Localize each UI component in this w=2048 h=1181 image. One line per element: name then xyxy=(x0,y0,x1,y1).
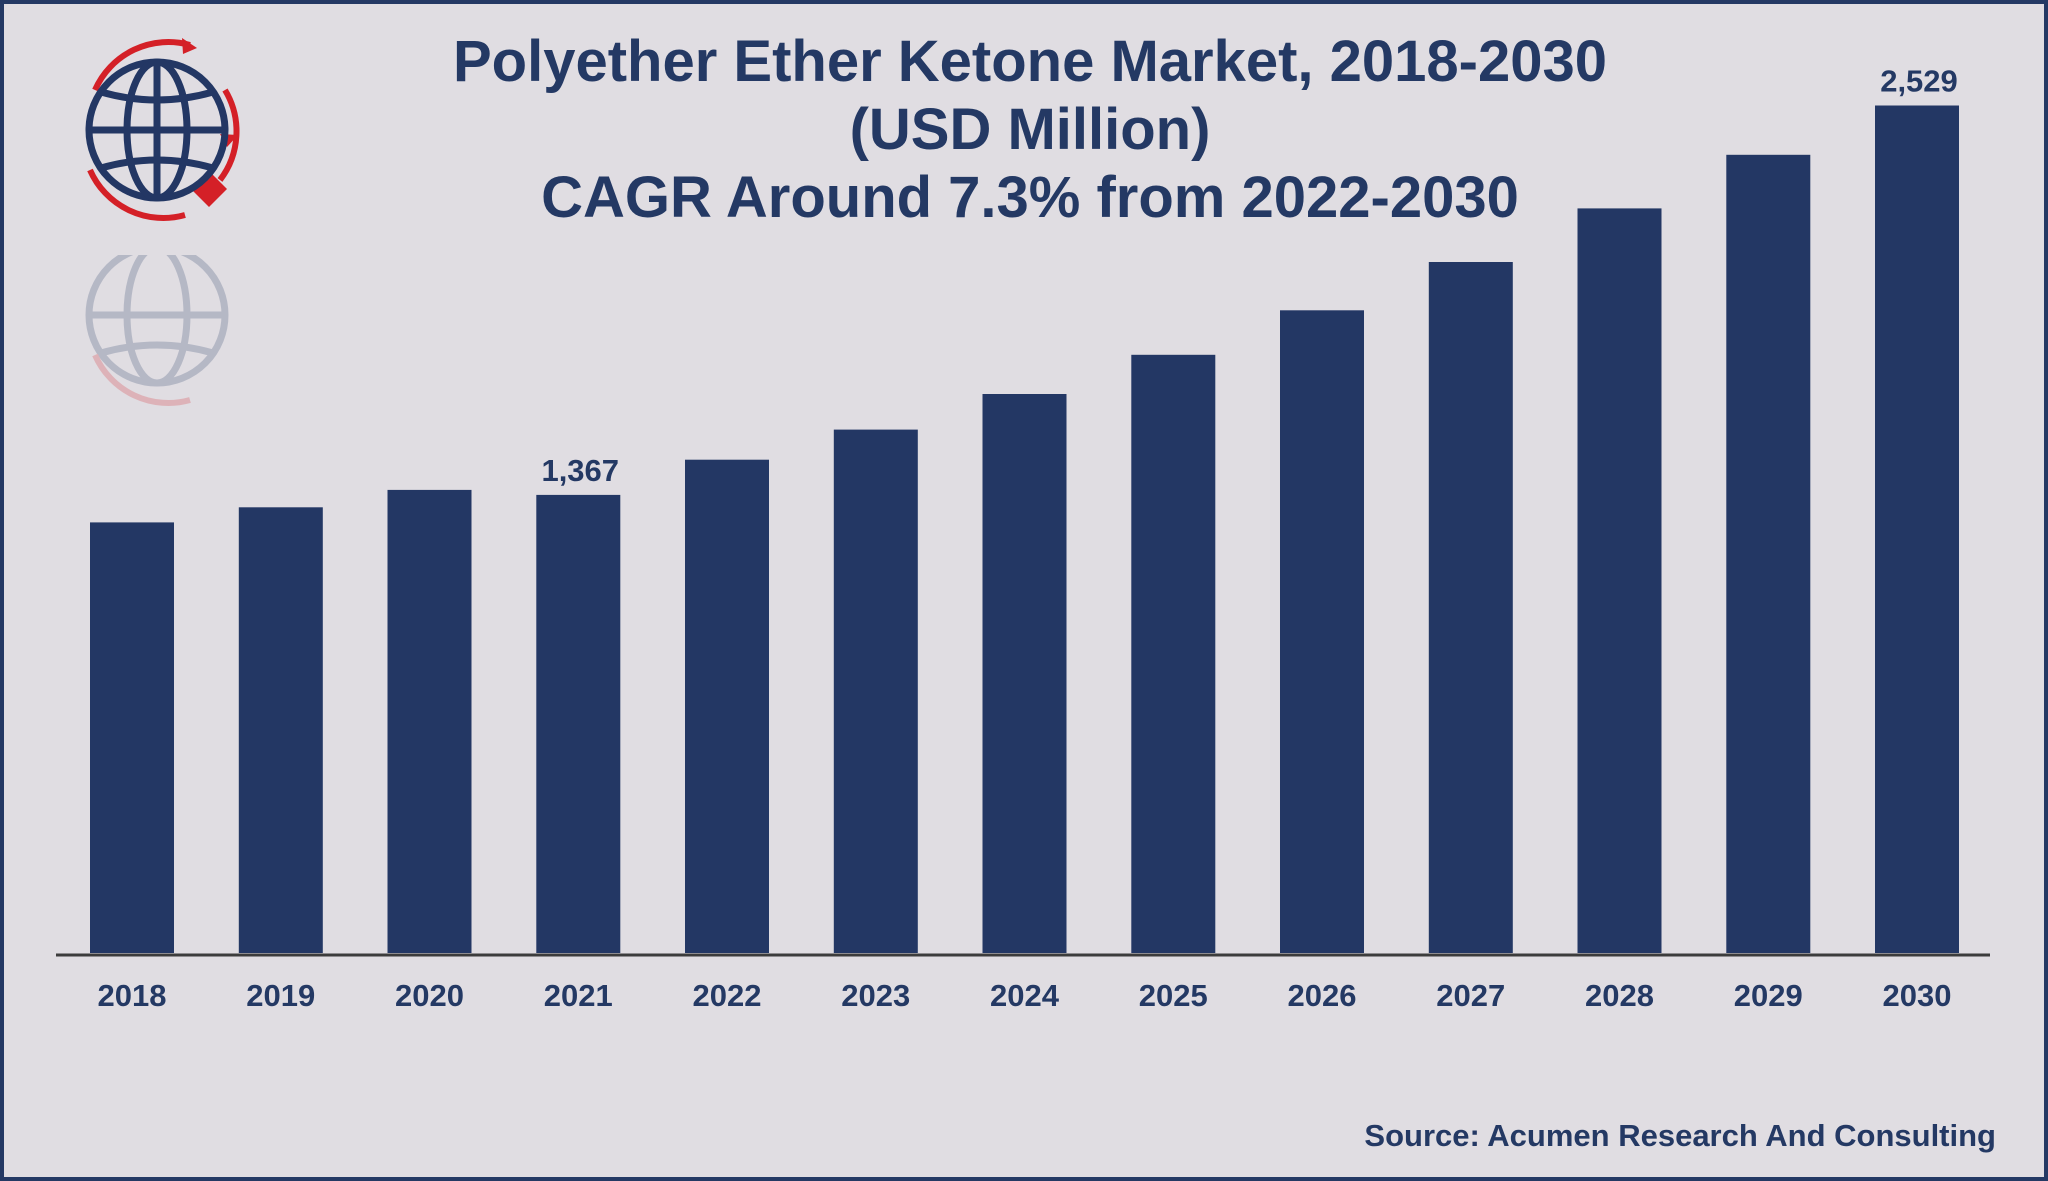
x-tick-label-2019: 2019 xyxy=(246,978,315,1013)
source-note: Source: Acumen Research And Consulting xyxy=(1364,1118,1996,1153)
bar-2021 xyxy=(536,494,621,953)
bar-2030 xyxy=(1875,105,1959,953)
x-tick-labels: 2018 2019 2020 2021 2022 2023 2024 2025 2026 2027… xyxy=(98,978,1952,1013)
globe-icon xyxy=(85,38,240,221)
bar-2022 xyxy=(685,459,769,953)
title-line-2: (USD Million) xyxy=(849,97,1211,162)
bar-2023 xyxy=(833,429,918,954)
bar-2027 xyxy=(1428,262,1513,953)
data-labels: 1,367 2,529 xyxy=(541,64,1957,488)
bar-2025 xyxy=(1131,354,1216,953)
bars-group xyxy=(90,105,1959,954)
data-label-2030: 2,529 xyxy=(1880,64,1958,99)
bar-2019 xyxy=(238,507,323,953)
bar-2026 xyxy=(1280,310,1364,953)
bar-2020 xyxy=(387,489,472,953)
bar-2029 xyxy=(1726,154,1811,954)
title-line-1: Polyether Ether Ketone Market, 2018-2030 xyxy=(452,29,1608,94)
x-tick-label-2024: 2024 xyxy=(990,978,1060,1013)
x-tick-label-2023: 2023 xyxy=(841,978,910,1013)
x-tick-label-2028: 2028 xyxy=(1585,978,1654,1013)
chart-title: Polyether Ether Ketone Market, 2018-2030… xyxy=(280,28,1780,232)
x-tick-label-2025: 2025 xyxy=(1139,978,1208,1013)
x-tick-label-2029: 2029 xyxy=(1734,978,1803,1013)
x-tick-label-2021: 2021 xyxy=(544,978,613,1013)
data-label-2021: 1,367 xyxy=(541,453,619,488)
title-line-3: CAGR Around 7.3% from 2022-2030 xyxy=(541,165,1519,230)
x-tick-label-2020: 2020 xyxy=(395,978,464,1013)
globe-reflection-icon xyxy=(85,255,229,406)
x-tick-label-2030: 2030 xyxy=(1883,978,1952,1013)
bar-2018 xyxy=(90,522,174,953)
x-tick-label-2027: 2027 xyxy=(1436,978,1505,1013)
x-tick-label-2018: 2018 xyxy=(98,978,167,1013)
x-tick-label-2022: 2022 xyxy=(693,978,762,1013)
x-tick-label-2026: 2026 xyxy=(1288,978,1357,1013)
bar-2028 xyxy=(1577,208,1662,953)
bar-2024 xyxy=(982,394,1067,953)
